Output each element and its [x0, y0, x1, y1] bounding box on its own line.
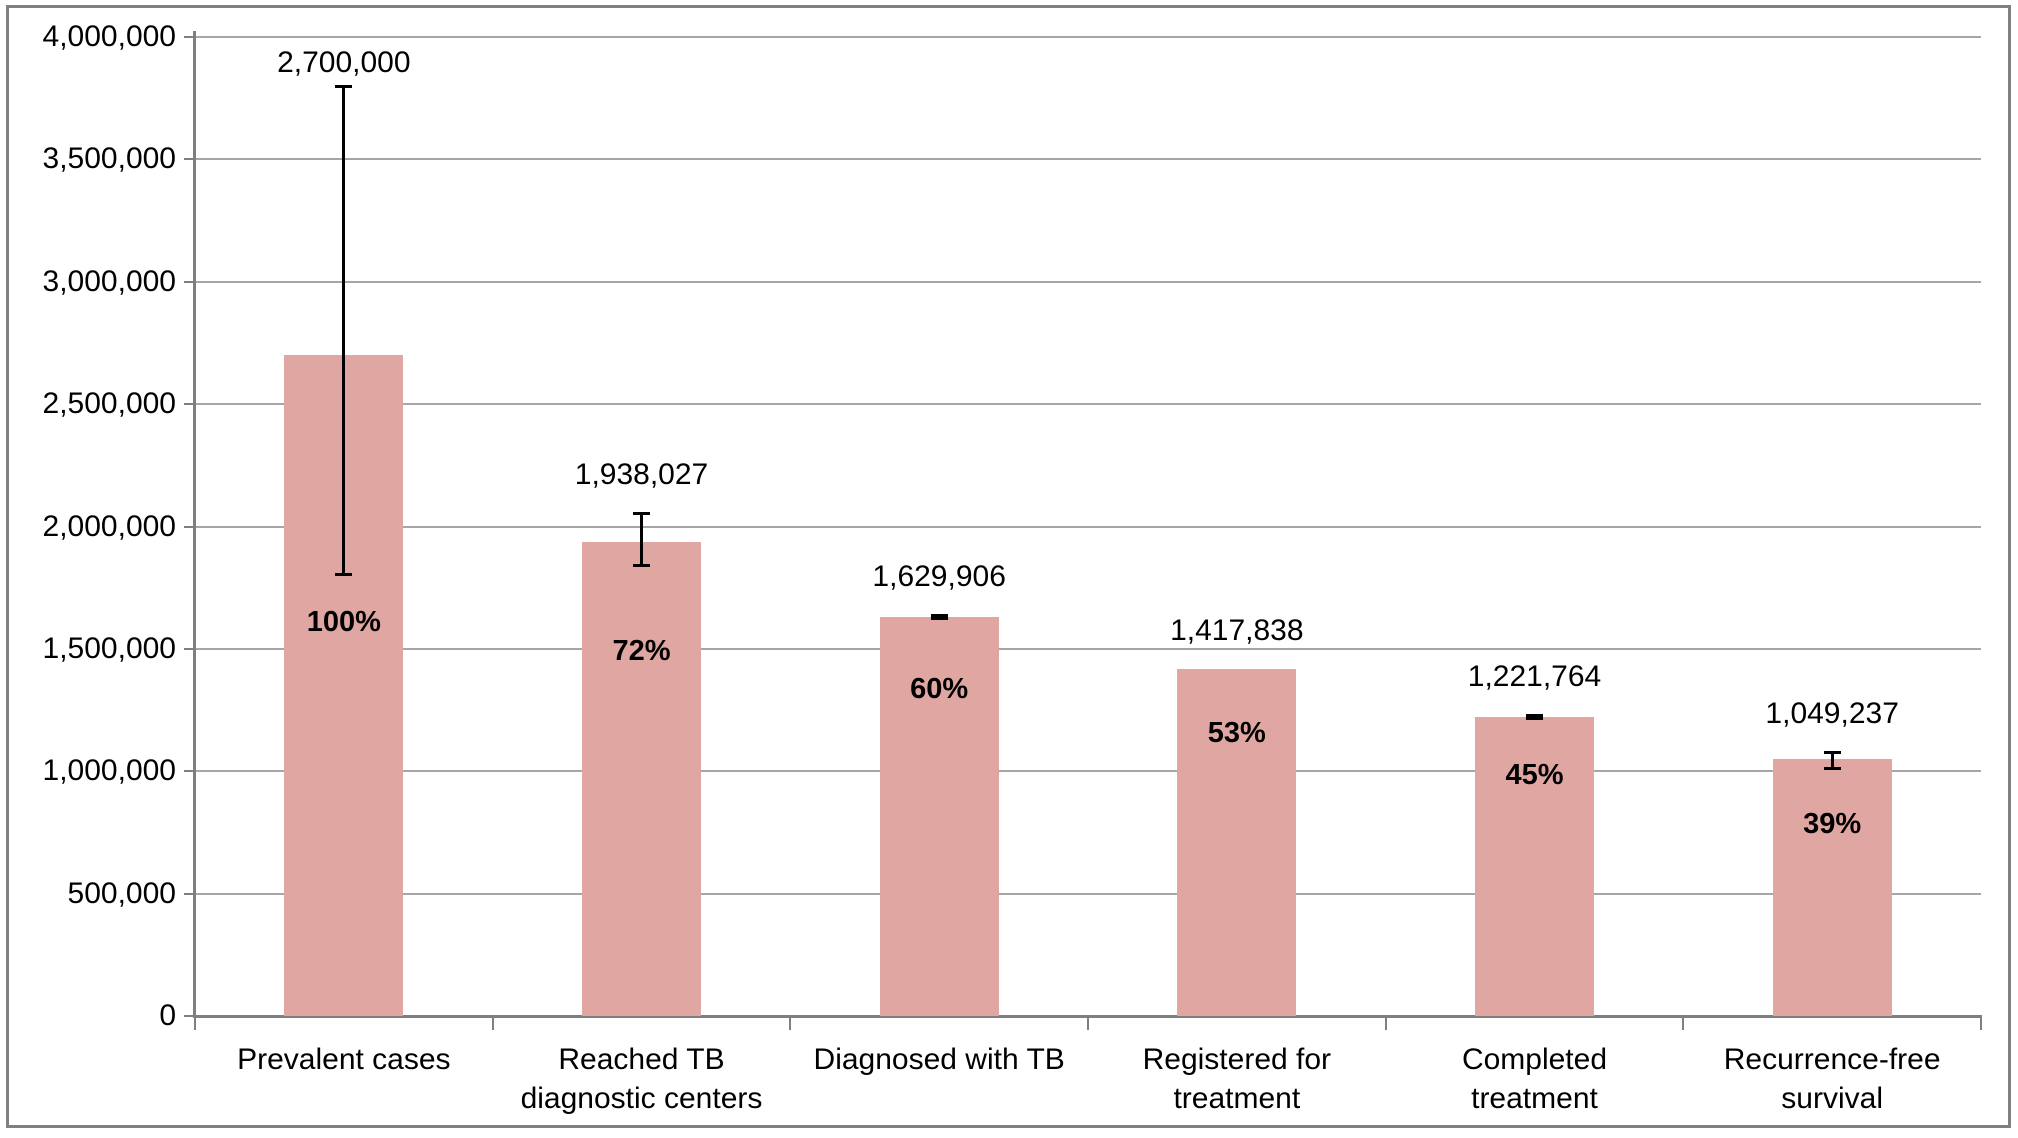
y-axis-tick	[184, 158, 195, 161]
bar-percent-label: 39%	[1803, 808, 1862, 841]
bar-value-label: 1,221,764	[1467, 659, 1602, 693]
y-axis-tick	[184, 647, 195, 650]
x-axis-tick	[491, 1018, 494, 1030]
y-axis-line	[193, 31, 196, 1018]
bar-value-label: 1,629,906	[872, 560, 1006, 594]
bar	[1177, 668, 1297, 1016]
x-axis-category-label: Diagnosed with TB	[813, 1043, 1065, 1076]
gridline	[195, 525, 1981, 528]
y-axis-tick-label: 1,500,000	[42, 631, 176, 665]
x-axis-tick	[1384, 1018, 1387, 1030]
bar-value-label: 1,938,027	[574, 458, 709, 492]
bar-value-label: 1,049,237	[1765, 697, 1899, 731]
error-bar-cap-bottom	[633, 564, 650, 568]
bar	[1475, 716, 1594, 1016]
gridline	[195, 647, 1981, 650]
y-axis-tick	[184, 525, 195, 528]
x-axis-category-label: Registered for treatment	[1142, 1043, 1332, 1115]
error-bar-cap-top	[1823, 751, 1841, 755]
y-axis-tick-label: 3,000,000	[42, 264, 176, 298]
y-axis-tick-label: 0	[159, 999, 176, 1032]
bar-percent-label: 72%	[612, 634, 671, 667]
error-bar-line	[640, 513, 643, 567]
bar	[1772, 759, 1892, 1016]
error-bar-cap-bottom	[1823, 766, 1841, 770]
bar-value-label: 1,417,838	[1170, 613, 1304, 647]
bar-percent-label: 100%	[306, 606, 381, 639]
bar	[879, 617, 999, 1016]
x-axis-tick	[789, 1018, 792, 1030]
bar-percent-label: 45%	[1505, 758, 1564, 791]
x-axis-tick	[1980, 1018, 1982, 1030]
error-bar-cap-top	[335, 84, 353, 88]
error-bar-cap-bottom	[930, 617, 948, 620]
bar-value-label: 2,700,000	[277, 46, 411, 79]
x-axis-tick	[1682, 1018, 1685, 1030]
y-axis-tick-label: 500,000	[67, 876, 176, 910]
y-axis-tick	[184, 1015, 195, 1017]
gridline	[195, 892, 1981, 895]
bar-percent-label: 53%	[1207, 716, 1266, 749]
error-bar-cap-bottom	[335, 573, 353, 577]
bar-percent-label: 60%	[910, 673, 969, 706]
gridline	[195, 158, 1981, 161]
x-axis-category-label: Recurrence-free survival	[1723, 1043, 1941, 1115]
x-axis-category-label: Completed treatment	[1461, 1043, 1608, 1115]
chart-outer-border	[6, 5, 2011, 1128]
y-axis-tick-label: 4,000,000	[42, 20, 176, 53]
gridline	[195, 280, 1981, 283]
y-axis-tick-label: 1,000,000	[42, 754, 176, 788]
gridline	[195, 403, 1981, 406]
y-axis-tick-label: 2,000,000	[42, 509, 176, 543]
error-bar-line	[342, 85, 346, 576]
gridline	[195, 770, 1981, 773]
y-axis-tick-label: 2,500,000	[42, 387, 176, 421]
x-axis-category-label: Prevalent cases	[237, 1043, 451, 1076]
y-axis-tick-label: 3,500,000	[42, 142, 176, 176]
x-axis-category-label: Reached TB diagnostic centers	[520, 1043, 763, 1115]
x-axis-tick	[1087, 1018, 1089, 1030]
y-axis-tick	[184, 770, 195, 773]
error-bar-cap-top	[930, 614, 948, 618]
gridline	[195, 36, 1981, 38]
y-axis-tick	[184, 280, 195, 283]
error-bar-line	[1830, 752, 1834, 769]
bar	[582, 541, 701, 1016]
error-bar-cap-top	[1526, 713, 1543, 717]
y-axis-tick	[184, 892, 195, 895]
y-axis-tick	[184, 403, 195, 406]
x-axis-line	[193, 1015, 1982, 1018]
y-axis-tick	[184, 36, 195, 38]
error-bar-cap-bottom	[1526, 717, 1543, 721]
x-axis-tick	[194, 1018, 196, 1030]
error-bar-line	[1533, 714, 1536, 720]
error-bar-cap-top	[633, 512, 650, 516]
